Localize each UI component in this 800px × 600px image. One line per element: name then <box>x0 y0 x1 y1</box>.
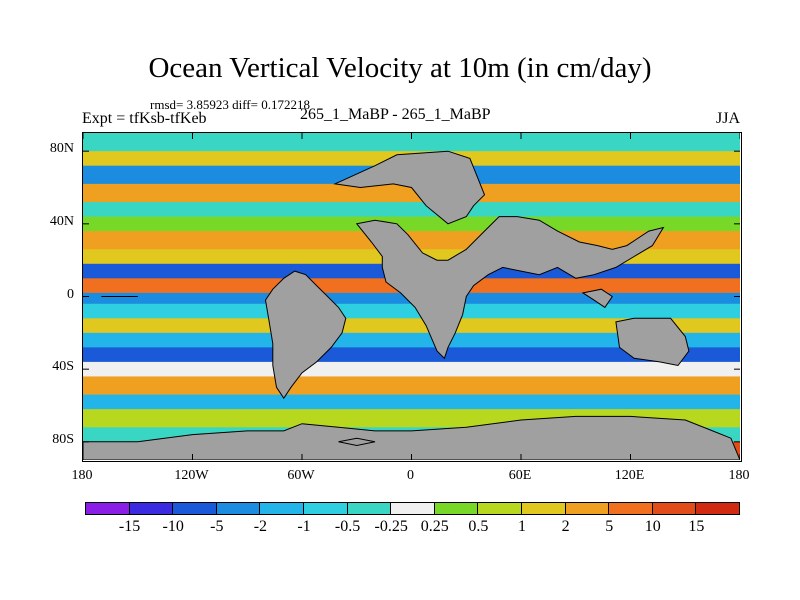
colorbar-box-3 <box>215 502 261 515</box>
heat-band-16 <box>83 376 740 396</box>
land-mass-5 <box>581 288 613 309</box>
land-mass-6 <box>83 415 740 460</box>
colorbar-label-0: -15 <box>118 518 141 535</box>
land-mass-2 <box>264 270 347 400</box>
x-tick-label-5: 120E <box>614 468 645 483</box>
x-tick-label-4: 60E <box>508 468 532 483</box>
heat-band-11 <box>83 303 740 319</box>
x-tick-label-6: 180 <box>728 468 750 483</box>
colorbar-label-5: -0.5 <box>334 518 361 535</box>
y-tick-label-3: 40S <box>52 359 74 375</box>
x-tick-label-2: 60W <box>287 468 315 483</box>
case-label: 265_1_MaBP - 265_1_MaBP <box>300 106 491 123</box>
heat-band-14 <box>83 347 740 363</box>
heat-band-5 <box>83 216 740 232</box>
x-tick-label-0: 180 <box>71 468 93 483</box>
colorbar-label-1: -10 <box>162 518 184 535</box>
colorbar-label-12: 10 <box>644 518 661 535</box>
colorbar-box-7 <box>390 502 435 515</box>
heat-band-15 <box>83 361 740 377</box>
heat-band-4 <box>83 202 740 218</box>
colorbar-label-7: 0.25 <box>420 518 449 535</box>
heat-band-0 <box>83 133 740 152</box>
map-plot-area <box>82 132 742 462</box>
colorbar-box-12 <box>608 502 653 515</box>
colorbar-box-2 <box>172 502 217 515</box>
land-mass-1 <box>355 216 665 360</box>
x-tick-label-3: 0 <box>407 468 414 483</box>
colorbar-box-10 <box>520 502 566 515</box>
colorbar <box>85 502 740 515</box>
colorbar-label-8: 0.5 <box>468 518 489 535</box>
land-mass-7 <box>338 437 376 447</box>
colorbar-box-8 <box>433 502 479 515</box>
experiment-label: Expt = tfKsb-tfKeb <box>82 110 207 127</box>
season-label: JJA <box>716 110 741 127</box>
colorbar-label-13: 15 <box>688 518 705 535</box>
colorbar-box-5 <box>302 502 348 515</box>
colorbar-box-14 <box>695 502 740 515</box>
colorbar-label-3: -2 <box>253 518 268 535</box>
heat-band-3 <box>83 183 740 203</box>
colorbar-box-1 <box>128 502 174 515</box>
land-mass-4 <box>615 317 690 367</box>
colorbar-box-11 <box>564 502 610 515</box>
colorbar-label-4: -1 <box>297 518 311 535</box>
colorbar-label-11: 5 <box>605 518 614 535</box>
colorbar-box-13 <box>651 502 697 515</box>
land-mass-0 <box>333 150 486 225</box>
colorbar-label-6: -0.25 <box>374 518 408 535</box>
colorbar-box-6 <box>346 502 392 515</box>
colorbar-box-9 <box>477 502 522 515</box>
heatmap-svg <box>83 133 740 460</box>
colorbar-label-10: 2 <box>561 518 570 535</box>
colorbar-label-2: -5 <box>210 518 224 535</box>
colorbar-box-0 <box>85 502 130 515</box>
heat-band-13 <box>83 332 740 348</box>
colorbar-box-4 <box>259 502 304 515</box>
y-tick-label-2: 0 <box>67 286 74 302</box>
colorbar-label-9: 1 <box>518 518 526 535</box>
y-tick-label-1: 40N <box>49 213 74 229</box>
y-tick-label-0: 80N <box>49 141 74 157</box>
heat-band-17 <box>83 394 740 410</box>
y-tick-label-4: 80S <box>52 431 74 447</box>
x-tick-label-1: 120W <box>174 468 209 483</box>
chart-title: Ocean Vertical Velocity at 10m (in cm/da… <box>148 52 652 84</box>
heat-band-12 <box>83 318 740 334</box>
stats-text: rmsd= 3.85923 diff= 0.172218 <box>150 97 310 112</box>
